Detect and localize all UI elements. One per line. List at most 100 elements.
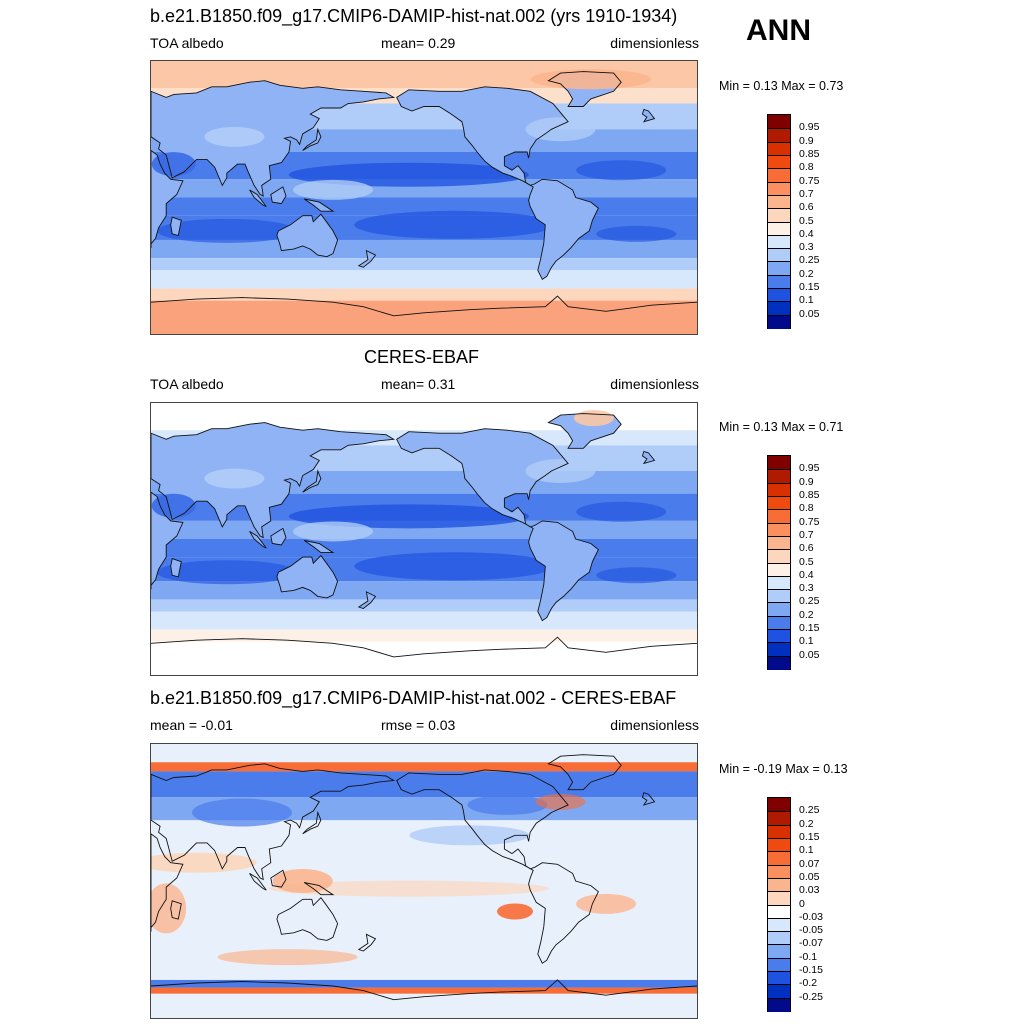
coastline [270,186,287,205]
colorbar-swatch [768,154,790,169]
coastline [151,763,396,881]
variable-label: TOA albedo [150,35,224,51]
colorbar-divider [768,957,790,959]
field-blob [192,798,292,827]
coastline [249,873,267,891]
colorbar-divider [768,301,790,303]
map-canvas [151,61,697,334]
colorbar-divider [768,154,790,156]
colorbar-divider [768,811,790,813]
coastline [396,769,599,964]
colorbar-tick-label: 0.05 [799,307,820,320]
field-blob [293,179,373,200]
colorbar-swatch [768,642,790,657]
colorbar-swatch [768,837,790,852]
field-blob [204,126,265,147]
zonal-band [151,771,697,798]
colorbar-swatch [768,221,790,236]
colorbar-swatch [768,115,790,129]
colorbar-swatch [768,456,790,470]
colorbar-divider [768,615,790,617]
colorbar-tick-label: 0.3 [799,241,814,254]
colorbar-swatch [768,944,790,959]
colorbar-tick-label: 0.2 [799,267,814,280]
colorbar-divider [768,851,790,853]
colorbar-tick-label: 0.6 [799,201,814,214]
zonal-band [151,641,697,675]
colorbar-divider [768,194,790,196]
colorbar-divider [768,602,790,604]
map-canvas [151,744,697,1018]
land-fill [151,150,183,248]
land-fill [642,109,655,122]
coastline [151,636,697,658]
coastline [270,869,287,888]
field-blob [204,468,265,489]
colorbar-divider [768,931,790,933]
colorbar-swatch [768,824,790,839]
zonal-band [151,288,697,301]
coastline [249,189,267,208]
coastline [357,249,377,268]
colorbar-swatch [768,261,790,276]
colorbar-divider [768,522,790,524]
field-blob [293,521,373,542]
colorbar-divider [768,629,790,631]
land-fill [151,422,394,538]
coastline [641,450,656,465]
colorbar-divider [768,575,790,577]
colorbar-divider [768,549,790,551]
coastline [170,558,182,578]
colorbar-tick-label: 0.05 [799,648,820,661]
colorbar-divider [768,984,790,986]
field-blob [525,459,596,483]
land-fill [302,471,321,493]
coastline [357,933,377,952]
colorbar-swatch [768,522,790,537]
coastline [151,295,697,317]
panel-title: b.e21.B1850.f09_g17.CMIP6-DAMIP-hist-nat… [150,6,678,26]
land-fill [276,214,338,257]
colorbar-divider [768,314,790,316]
colorbar-swatch [768,957,790,972]
coastline [547,754,622,791]
season-label: ANN [746,14,811,47]
coastline [303,198,335,212]
colorbar-tick-label: -0.25 [799,990,823,1003]
colorbar-tick-label: -0.2 [799,977,818,990]
colorbar-swatch [768,655,790,670]
coastline [151,979,697,1001]
colorbar-swatch [768,509,790,524]
colorbar-tick-label: 0.07 [799,857,820,870]
colorbar-swatch [768,562,790,577]
coastline [641,792,656,806]
colorbar-swatch [768,234,790,249]
map-obs [150,402,698,676]
colorbar-tick-label: 0.15 [799,281,820,294]
coastline [396,86,599,281]
colorbar-divider [768,642,790,644]
colorbar-divider [768,891,790,893]
land-fill [249,189,267,207]
colorbar-swatch [768,931,790,946]
field-blob [354,552,555,581]
colorbar-tick-label: 0.7 [799,187,814,200]
rmse-label: rmse = 0.03 [381,717,456,733]
field-blob [156,560,297,585]
colorbar-swatch [768,589,790,604]
zonal-band [151,611,697,630]
colorbar-divider [768,509,790,511]
colorbar-tick-label: 0.1 [799,844,814,857]
field-blob [151,852,257,873]
field-blob [467,794,548,815]
coastline [357,591,377,610]
colorbar-tick-label: 0.25 [799,595,820,608]
colorbar-tick-label: 0.3 [799,582,814,595]
field-blob [596,225,677,242]
panel-title: b.e21.B1850.f09_g17.CMIP6-DAMIP-hist-nat… [150,688,677,708]
field-blob [596,567,677,584]
units-label: dimensionless [610,717,699,733]
colorbar-swatch [768,314,790,329]
colorbar-tick-label: 0.15 [799,622,820,635]
colorbar-obs [767,455,791,670]
